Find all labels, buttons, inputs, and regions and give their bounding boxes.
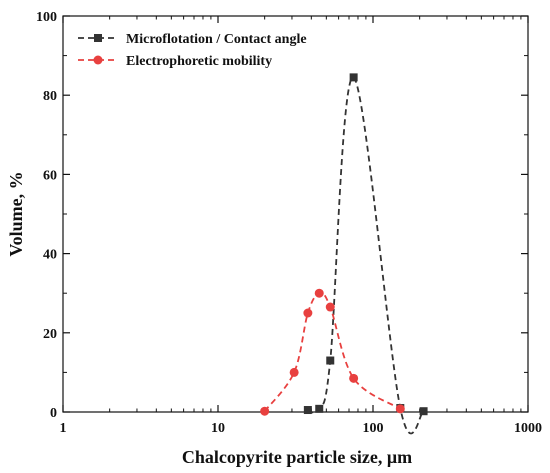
- data-point: [419, 407, 428, 416]
- legend-item: Electrophoretic mobility: [78, 54, 272, 69]
- y-axis-label: Volume, %: [6, 171, 26, 256]
- x-tick-label: 1000: [514, 421, 542, 436]
- data-point: [303, 308, 313, 318]
- x-tick-label: 10: [211, 421, 225, 436]
- x-axis-ticks: 1 10 100 1000: [60, 16, 542, 436]
- x-tick-label: 100: [363, 421, 384, 436]
- y-tick-label: 60: [43, 168, 57, 183]
- data-point: [314, 288, 324, 298]
- data-point: [349, 73, 358, 82]
- data-point: [326, 356, 335, 365]
- x-tick-label: 1: [60, 421, 67, 436]
- series-electrophoretic: [260, 288, 405, 416]
- y-tick-label: 80: [43, 89, 57, 104]
- data-point: [325, 302, 335, 312]
- data-point: [349, 373, 359, 383]
- y-axis-ticks: 0 20 40 60 80 100: [36, 10, 528, 421]
- data-point: [315, 404, 324, 413]
- y-tick-label: 100: [36, 10, 57, 25]
- data-point: [395, 404, 405, 414]
- y-tick-label: 0: [50, 406, 57, 421]
- legend: Microflotation / Contact angle Electropho…: [78, 32, 307, 69]
- legend-label: Electrophoretic mobility: [126, 54, 272, 69]
- legend-item: Microflotation / Contact angle: [78, 32, 307, 47]
- series-line: [307, 76, 425, 435]
- data-point: [303, 406, 312, 415]
- plot-frame: [62, 15, 529, 413]
- y-tick-label: 20: [43, 327, 57, 342]
- legend-marker: [93, 55, 103, 65]
- y-tick-label: 40: [43, 248, 57, 263]
- series-layer: [260, 73, 428, 435]
- x-axis-label: Chalcopyrite particle size, μm: [182, 447, 412, 467]
- data-point: [260, 406, 270, 416]
- plot-border: [62, 15, 529, 413]
- legend-marker: [94, 34, 102, 42]
- series-microflotation: [303, 73, 428, 435]
- data-point: [289, 367, 299, 377]
- legend-label: Microflotation / Contact angle: [126, 32, 307, 47]
